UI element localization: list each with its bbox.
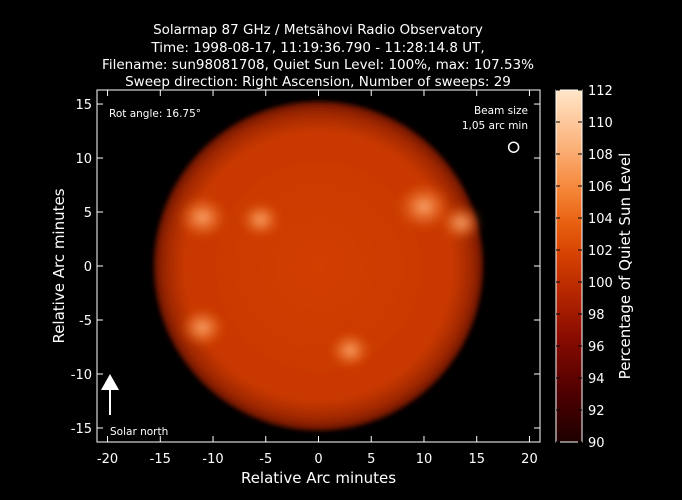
arrow-head-icon xyxy=(101,374,119,390)
rot-angle-label: Rot angle: 16.75° xyxy=(109,108,201,120)
colorbar-tick-label: 98 xyxy=(588,308,605,323)
x-tick-label: 10 xyxy=(416,452,433,467)
colorbar-tick-label: 108 xyxy=(588,148,613,163)
y-axis-ticks: -15 -10 -5 0 5 10 15 xyxy=(71,98,540,437)
colorbar-title: Percentage of Quiet Sun Level xyxy=(616,153,634,380)
colorbar-tick-label: 110 xyxy=(588,116,613,131)
x-axis-ticks: -20 -15 -10 -5 0 5 10 15 20 xyxy=(97,90,538,467)
solar-north-label: Solar north xyxy=(110,426,168,438)
colorbar-tick-label: 90 xyxy=(588,436,605,451)
x-tick-label: -10 xyxy=(202,452,223,467)
y-axis-title: Relative Arc minutes xyxy=(50,188,68,343)
y-tick-label: -5 xyxy=(79,314,92,329)
x-tick-label: 0 xyxy=(314,452,322,467)
solar-disk xyxy=(153,101,484,431)
x-tick-label: 20 xyxy=(521,452,538,467)
beam-size-label-1: Beam size xyxy=(474,105,528,117)
x-axis-title: Relative Arc minutes xyxy=(241,469,396,487)
bright-region-1 xyxy=(239,201,282,238)
bright-region-0 xyxy=(177,195,228,240)
colorbar-tick-label: 102 xyxy=(588,244,613,259)
bright-regions xyxy=(177,182,482,369)
chart-title: Solarmap 87 GHz / Metsähovi Radio Observ… xyxy=(153,22,483,38)
bright-region-3 xyxy=(440,204,482,241)
chart-subtitle-time: Time: 1998-08-17, 11:19:36.790 - 11:28:1… xyxy=(151,40,485,56)
colorbar-tick-label: 106 xyxy=(588,180,613,195)
bright-region-5 xyxy=(329,332,371,369)
y-tick-label: 10 xyxy=(75,152,92,167)
x-tick-label: 15 xyxy=(468,452,485,467)
colorbar-tick-label: 92 xyxy=(588,404,605,419)
x-tick-label: -15 xyxy=(150,452,171,467)
colorbar xyxy=(555,89,583,443)
solar-north-arrow xyxy=(101,374,119,415)
bright-region-2 xyxy=(396,182,452,231)
y-tick-label: -15 xyxy=(71,422,92,437)
colorbar-tick-label: 100 xyxy=(588,276,613,291)
bright-region-4 xyxy=(179,307,226,348)
y-tick-label: 0 xyxy=(84,260,92,275)
colorbar-ticks: 90 92 94 96 98 100 102 104 106 108 110 112 xyxy=(556,84,613,451)
y-tick-label: 5 xyxy=(84,206,92,221)
colorbar-tick-label: 104 xyxy=(588,212,613,227)
colorbar-tick-label: 94 xyxy=(588,372,605,387)
chart-subtitle-sweep: Sweep direction: Right Ascension, Number… xyxy=(125,74,511,90)
y-tick-label: 15 xyxy=(75,98,92,113)
x-tick-label: 5 xyxy=(367,452,375,467)
beam-size-marker xyxy=(507,141,520,153)
x-tick-label: -5 xyxy=(259,452,272,467)
colorbar-tick-label: 112 xyxy=(588,84,613,99)
y-tick-label: -10 xyxy=(71,368,92,383)
colorbar-tick-label: 96 xyxy=(588,340,605,355)
beam-size-label-2: 1,05 arc min xyxy=(462,120,528,132)
chart-subtitle-filename: Filename: sun98081708, Quiet Sun Level: … xyxy=(102,57,534,73)
x-tick-label: -20 xyxy=(97,452,118,467)
